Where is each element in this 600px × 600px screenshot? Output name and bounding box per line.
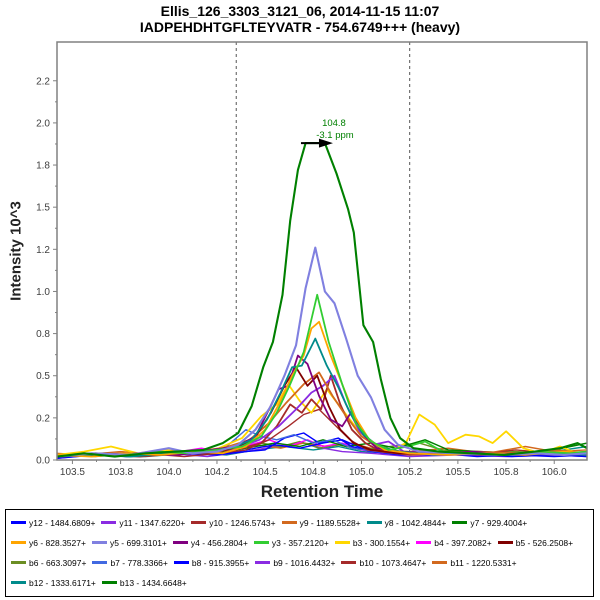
legend-item-label: y3 - 357.2120+: [271, 537, 329, 548]
legend-item-label: y8 - 1042.4844+: [384, 517, 447, 528]
peak-ppm-annotation: -3.1 ppm: [316, 130, 354, 141]
x-tick-label: 104.2: [204, 467, 229, 478]
legend-item-b9: b9 - 1016.4432+: [255, 553, 335, 572]
x-tick-label: 105.5: [445, 467, 470, 478]
legend-item-b12: b12 - 1333.6171+: [11, 573, 96, 592]
run-title: Ellis_126_3303_3121_06, 2014-11-15 11:07: [160, 3, 440, 19]
legend-line-swatch: [11, 541, 26, 544]
x-tick-label: 103.8: [108, 467, 133, 478]
legend-item-b5: b5 - 526.2508+: [497, 533, 574, 552]
legend-item-b6: b6 - 663.3097+: [11, 553, 86, 572]
y-tick-label: 0.2: [36, 413, 50, 424]
legend-item-label: y4 - 456.2804+: [190, 537, 248, 548]
legend-line-swatch: [101, 581, 117, 584]
legend-item-label: b9 - 1016.4432+: [273, 557, 336, 568]
legend-line-swatch: [191, 521, 207, 524]
y-tick-label: 0.0: [36, 456, 50, 467]
y-tick-label: 1.0: [36, 287, 50, 298]
legend-line-swatch: [92, 561, 108, 564]
legend-item-y4: y4 - 456.2804+: [172, 533, 248, 552]
x-tick-label: 106.0: [542, 467, 567, 478]
legend-item-b11: b11 - 1220.5331+: [432, 553, 517, 572]
legend-line-swatch: [341, 561, 357, 564]
y-tick-label: 1.5: [36, 203, 50, 214]
x-tick-label: 105.0: [349, 467, 374, 478]
legend-item-y7: y7 - 929.4004+: [452, 513, 527, 532]
legend-item-label: y5 - 699.3101+: [109, 537, 167, 548]
x-tick-label: 105.2: [397, 467, 422, 478]
legend-line-swatch: [497, 541, 513, 544]
legend-item-y8: y8 - 1042.4844+: [366, 513, 447, 532]
peak-rt-annotation: 104.8: [322, 118, 346, 129]
legend-line-swatch: [255, 561, 271, 564]
legend-item-label: y6 - 828.3527+: [29, 537, 86, 548]
y-axis-title: Intensity 10^3: [7, 201, 25, 301]
legend-line-swatch: [253, 541, 269, 544]
legend-line-swatch: [11, 521, 26, 524]
legend-line-swatch: [432, 561, 448, 564]
legend-item-y6: y6 - 828.3527+: [11, 533, 86, 552]
chromatogram-plot[interactable]: 103.5 103.8 104.0 104.2 104.5 104.8 105.0 105.2…: [0, 0, 600, 505]
chromatogram-trace-y7[interactable]: [57, 142, 587, 458]
legend-item-y10: y10 - 1246.5743+: [191, 513, 276, 532]
legend-line-swatch: [11, 561, 26, 564]
legend-item-label: y12 - 1484.6809+: [29, 517, 96, 528]
legend-item-label: b6 - 663.3097+: [29, 557, 87, 568]
y-tick-label: 1.8: [36, 161, 50, 172]
legend-line-swatch: [366, 521, 382, 524]
legend-line-swatch: [281, 521, 297, 524]
x-tick-label: 103.5: [60, 467, 85, 478]
legend-item-y9: y9 - 1189.5528+: [281, 513, 361, 532]
y-tick-label: 0.8: [36, 329, 50, 340]
legend-item-label: b3 - 300.1554+: [352, 537, 411, 548]
legend-line-swatch: [91, 541, 107, 544]
legend-item-label: b12 - 1333.6171+: [29, 577, 96, 588]
legend-item-b4: b4 - 397.2082+: [416, 533, 492, 552]
legend-line-swatch: [452, 521, 468, 524]
legend-line-swatch: [172, 541, 188, 544]
legend-item-y3: y3 - 357.2120+: [253, 533, 329, 552]
x-axis-title: Retention Time: [260, 482, 384, 501]
chart-header: Ellis_126_3303_3121_06, 2014-11-15 11:07…: [0, 3, 600, 35]
legend-item-y5: y5 - 699.3101+: [91, 533, 167, 552]
legend-item-b8: b8 - 915.3955+: [173, 553, 250, 572]
legend-line-swatch: [101, 521, 117, 524]
legend-item-b10: b10 - 1073.4647+: [341, 553, 426, 572]
legend-item-label: y9 - 1189.5528+: [299, 517, 361, 528]
x-tick-label: 105.8: [494, 467, 519, 478]
peptide-subtitle: IADPEHDHTGFLTEYVATR - 754.6749+++ (heavy…: [139, 19, 461, 35]
legend-item-label: y7 - 929.4004+: [470, 517, 528, 528]
legend-item-b7: b7 - 778.3366+: [92, 553, 168, 572]
peak-arrow-icon: [318, 138, 333, 148]
legend-line-swatch: [334, 541, 350, 544]
legend-item-label: y10 - 1246.5743+: [209, 517, 276, 528]
legend-item-label: b13 - 1434.6648+: [119, 577, 187, 588]
legend-item-b13: b13 - 1434.6648+: [101, 573, 187, 592]
x-tick-label: 104.0: [156, 467, 181, 478]
legend-item-label: b5 - 526.2508+: [515, 537, 574, 548]
transition-legend: y12 - 1484.6809+ y11 - 1347.6220+ y10 - 12…: [5, 509, 594, 597]
plot-border: [56, 41, 588, 461]
y-tick-label: 2.0: [36, 118, 50, 129]
legend-line-swatch: [11, 581, 26, 584]
x-tick-label: 104.8: [301, 467, 326, 478]
legend-item-label: b11 - 1220.5331+: [450, 557, 517, 568]
legend-item-label: y11 - 1347.6220+: [119, 517, 186, 528]
chromatogram-trace-b3[interactable]: [57, 383, 587, 456]
legend-line-swatch: [173, 561, 189, 564]
legend-item-y11: y11 - 1347.6220+: [101, 513, 185, 532]
legend-item-label: b8 - 915.3955+: [191, 557, 250, 568]
y-tick-label: 1.2: [36, 245, 50, 256]
legend-item-y12: y12 - 1484.6809+: [11, 513, 95, 532]
legend-item-label: b4 - 397.2082+: [434, 537, 492, 548]
legend-item-b3: b3 - 300.1554+: [334, 533, 411, 552]
legend-item-label: b7 - 778.3366+: [110, 557, 168, 568]
y-tick-label: 2.2: [36, 76, 50, 87]
trace-layer: [57, 142, 587, 459]
legend-item-label: b10 - 1073.4647+: [359, 557, 427, 568]
y-tick-label: 0.5: [36, 371, 50, 382]
x-tick-label: 104.5: [253, 467, 278, 478]
legend-line-swatch: [416, 541, 432, 544]
